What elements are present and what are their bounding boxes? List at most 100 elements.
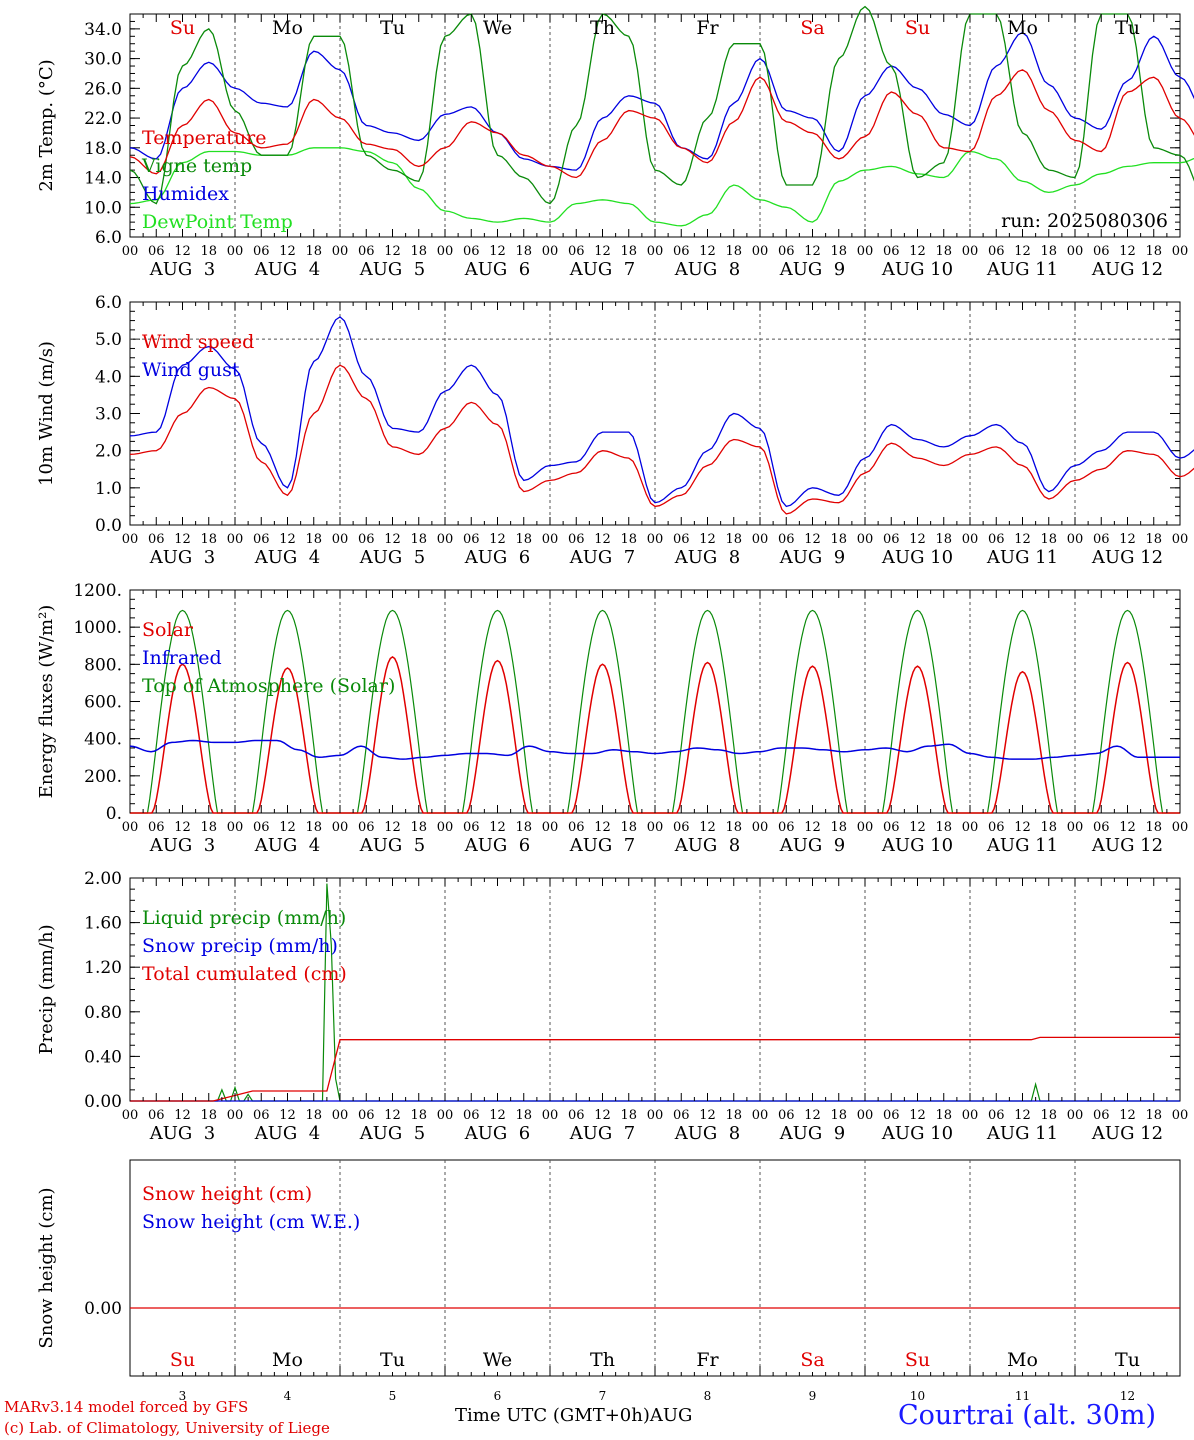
snow-day-label: Sa (800, 1349, 824, 1371)
month-label: AUG (649, 1405, 693, 1426)
temp-hour-label: 06 (148, 244, 165, 259)
temp-hour-label: 12 (594, 244, 611, 259)
energy-hour-label: 12 (594, 820, 611, 835)
temp-hour-label: 00 (857, 244, 874, 259)
site-name: Courtrai (alt. 30m) (898, 1400, 1157, 1431)
precip-hour-label: 00 (542, 1108, 559, 1123)
snow-legend-1: Snow height (cm W.E.) (142, 1211, 360, 1233)
precip-legend-1: Snow precip (mm/h) (142, 935, 338, 957)
wind-date-label: AUG 7 (569, 547, 635, 568)
precip-hour-label: 06 (148, 1108, 165, 1123)
energy-hour-label: 00 (647, 820, 664, 835)
snow-ytick-label: 0.00 (84, 1299, 122, 1319)
temp-hour-label: 00 (542, 244, 559, 259)
energy-hour-label: 12 (489, 820, 506, 835)
energy-hour-label: 18 (305, 820, 322, 835)
energy-hour-label: 06 (253, 820, 270, 835)
precip-hour-label: 12 (594, 1108, 611, 1123)
temp-hour-label: 06 (883, 244, 900, 259)
wind-legend-1: Wind gust (142, 359, 240, 381)
wind-hour-label: 06 (463, 532, 480, 547)
wind-ytick-label: 0.0 (95, 516, 122, 536)
temp-hour-label: 00 (227, 244, 244, 259)
snow-day-label: Tu (380, 1349, 405, 1371)
energy-date-label: AUG 12 (1091, 835, 1163, 856)
wind-date-label: AUG 9 (779, 547, 845, 568)
wind-hour-label: 18 (830, 532, 847, 547)
temp-day-label: Su (170, 17, 195, 39)
snow-legend-0: Snow height (cm) (142, 1183, 312, 1205)
energy-date-label: AUG 9 (779, 835, 845, 856)
temp-hour-label: 06 (568, 244, 585, 259)
precip-legend-2: Total cumulated (cm) (142, 963, 347, 985)
precip-date-label: AUG 6 (464, 1123, 530, 1144)
temp-ytick-label: 30.0 (84, 50, 122, 70)
wind-hour-label: 12 (909, 532, 926, 547)
temp-date-label: AUG 7 (569, 259, 635, 280)
wind-ytick-label: 6.0 (95, 293, 122, 313)
wind-hour-label: 12 (279, 532, 296, 547)
energy-hour-label: 18 (515, 820, 532, 835)
precip-hour-label: 00 (857, 1108, 874, 1123)
precip-hour-label: 18 (410, 1108, 427, 1123)
temp-legend-3: DewPoint Temp (142, 211, 293, 233)
temp-date-label: AUG 4 (254, 259, 320, 280)
precip-hour-label: 06 (883, 1108, 900, 1123)
temp-day-label: Tu (380, 17, 405, 39)
energy-hour-label: 18 (725, 820, 742, 835)
energy-hour-label: 12 (804, 820, 821, 835)
wind-hour-label: 18 (515, 532, 532, 547)
precip-date-label: AUG 5 (359, 1123, 425, 1144)
energy-ytick-label: 0. (106, 804, 122, 824)
energy-hour-label: 12 (1014, 820, 1031, 835)
energy-date-label: AUG 5 (359, 835, 425, 856)
energy-hour-label: 06 (358, 820, 375, 835)
wind-hour-label: 12 (1119, 532, 1136, 547)
temp-date-label: AUG 12 (1091, 259, 1163, 280)
precip-hour-label: 12 (1014, 1108, 1031, 1123)
wind-hour-label: 00 (752, 532, 769, 547)
temp-hour-label: 18 (515, 244, 532, 259)
wind-ytick-label: 2.0 (95, 442, 122, 462)
precip-hour-label: 18 (935, 1108, 952, 1123)
temp-date-label: AUG 11 (986, 259, 1058, 280)
wind-series-wind-gust (129, 316, 1194, 508)
temp-hour-label: 12 (384, 244, 401, 259)
precip-hour-label: 12 (279, 1108, 296, 1123)
wind-date-label: AUG 5 (359, 547, 425, 568)
energy-hour-label: 18 (620, 820, 637, 835)
precip-hour-label: 06 (988, 1108, 1005, 1123)
energy-hour-label: 12 (174, 820, 191, 835)
energy-hour-label: 18 (1145, 820, 1162, 835)
energy-hour-label: 06 (568, 820, 585, 835)
wind-hour-label: 18 (410, 532, 427, 547)
precip-ytick-label: 0.00 (84, 1092, 122, 1112)
precip-hour-label: 18 (620, 1108, 637, 1123)
wind-hour-label: 18 (620, 532, 637, 547)
temp-series-dewpoint-temp (129, 147, 1194, 227)
temp-legend-0: Temperature (142, 127, 266, 149)
temp-day-label: Tu (1115, 17, 1140, 39)
energy-hour-label: 00 (1067, 820, 1084, 835)
temp-day-label: Fr (696, 17, 719, 39)
temp-hour-label: 12 (699, 244, 716, 259)
temp-hour-label: 06 (988, 244, 1005, 259)
energy-hour-label: 06 (883, 820, 900, 835)
temp-hour-label: 18 (935, 244, 952, 259)
precip-hour-label: 18 (515, 1108, 532, 1123)
energy-legend-1: Infrared (142, 647, 222, 669)
precip-date-label: AUG 10 (881, 1123, 953, 1144)
energy-hour-label: 18 (935, 820, 952, 835)
precip-ytick-label: 1.60 (84, 914, 122, 934)
precip-legend-0: Liquid precip (mm/h) (142, 907, 346, 929)
wind-hour-label: 12 (804, 532, 821, 547)
wind-hour-label: 12 (174, 532, 191, 547)
temp-day-label: Su (905, 17, 930, 39)
energy-hour-label: 00 (437, 820, 454, 835)
precip-hour-label: 00 (1172, 1108, 1189, 1123)
temp-day-label: Th (590, 17, 615, 39)
wind-hour-label: 06 (1093, 532, 1110, 547)
snow-day-label: Tu (1115, 1349, 1140, 1371)
snow-day-number: 10 (910, 1389, 925, 1403)
energy-hour-label: 00 (542, 820, 559, 835)
